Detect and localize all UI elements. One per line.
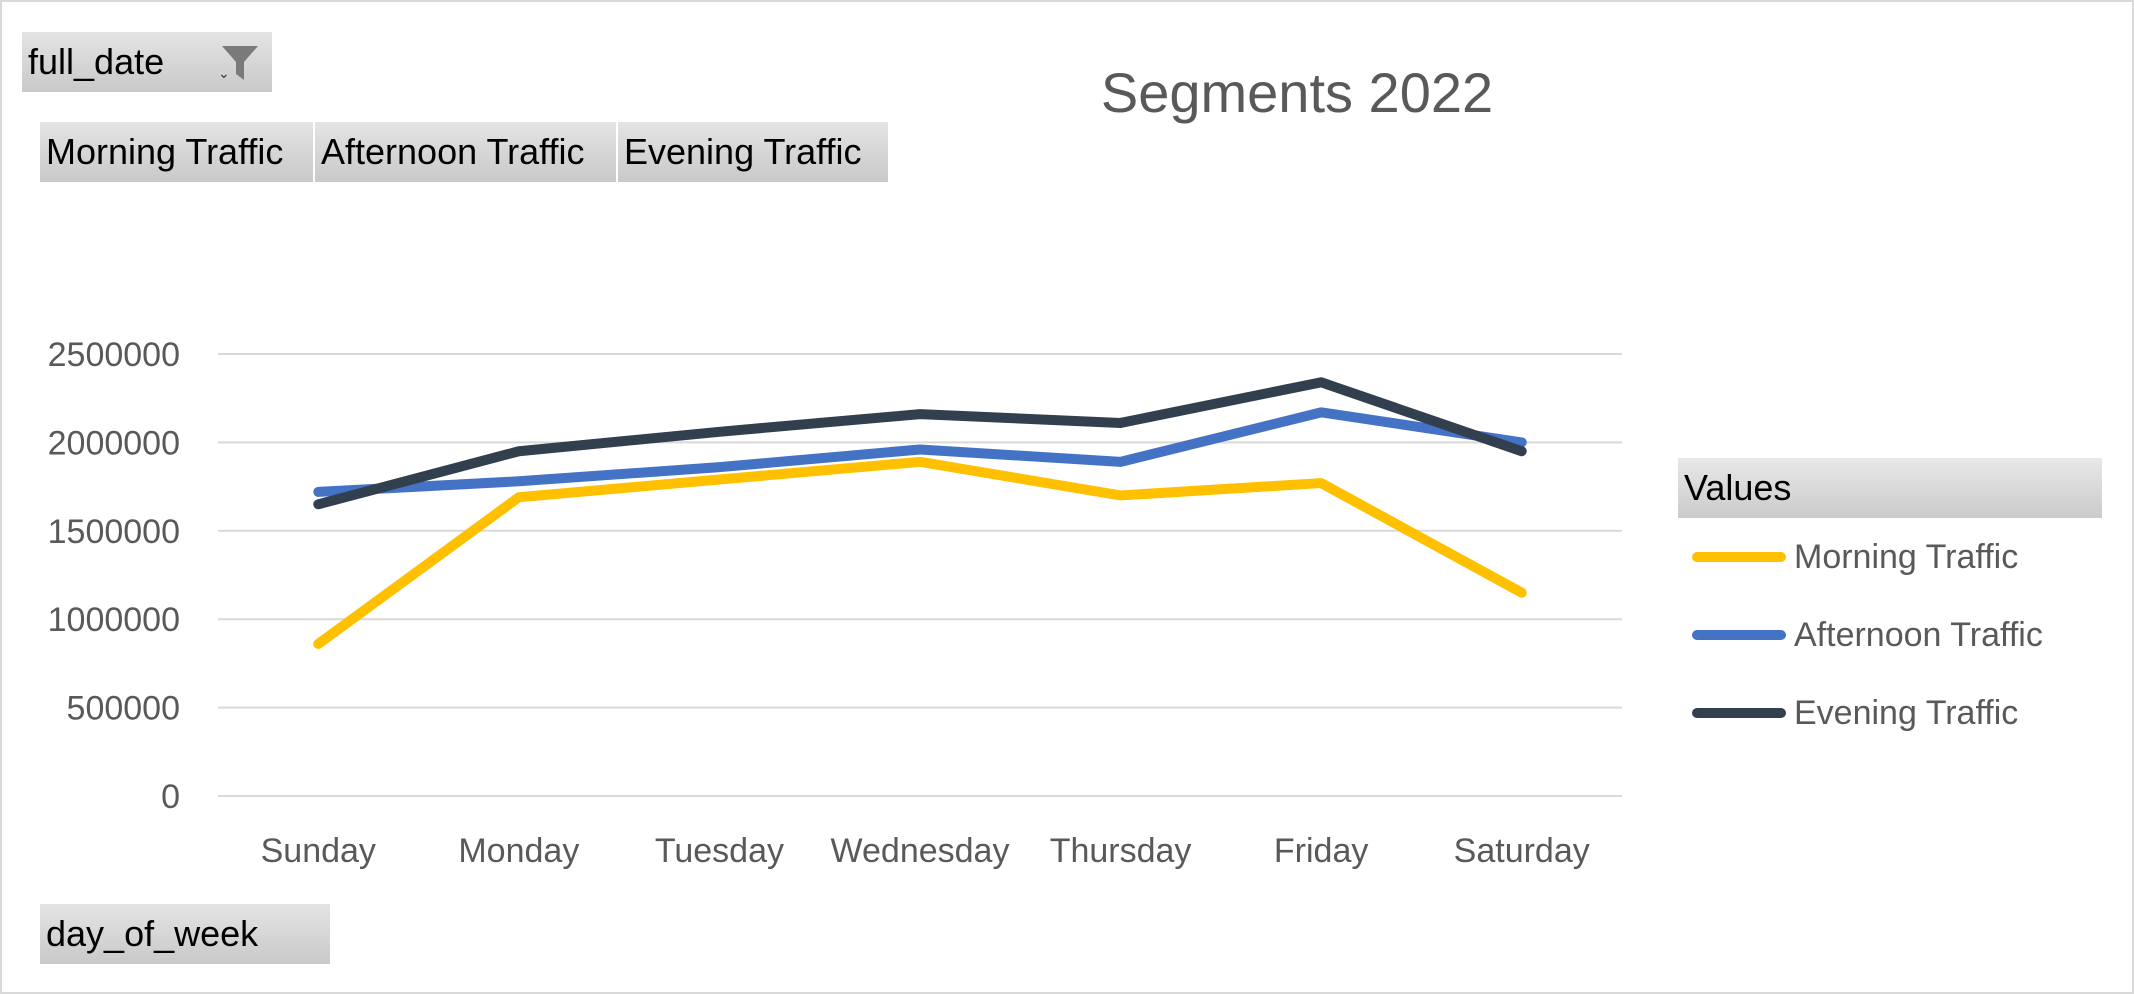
legend-item: Morning Traffic: [1692, 532, 2018, 582]
legend-label: Afternoon Traffic: [1794, 615, 2043, 654]
y-axis: 0 500000 1000000 1500000 2000000 2500000: [48, 336, 180, 816]
series-line-afternoon-traffic[interactable]: [313, 407, 1527, 497]
filter-field-label: full_date: [28, 41, 165, 82]
filter-field-button[interactable]: full_date ⌄: [22, 32, 272, 92]
series-lines: [313, 377, 1527, 649]
gridlines: [218, 353, 1622, 797]
x-tick-label: Thursday: [1050, 832, 1192, 870]
dropdown-arrow-icon[interactable]: ⌄: [218, 65, 230, 81]
legend-item: Afternoon Traffic: [1692, 610, 2043, 660]
y-tick-label: 1500000: [48, 513, 180, 551]
value-field-button-afternoon[interactable]: Afternoon Traffic: [315, 122, 617, 182]
x-tick-label: Tuesday: [655, 832, 784, 870]
funnel-icon[interactable]: [220, 42, 260, 82]
legend-header: Values: [1678, 458, 2102, 518]
value-field-label: Evening Traffic: [624, 131, 862, 172]
y-tick-label: 0: [161, 778, 180, 816]
value-field-label: Afternoon Traffic: [321, 131, 585, 172]
y-tick-label: 500000: [67, 690, 180, 728]
axis-field-label: day_of_week: [46, 913, 259, 954]
value-field-label: Morning Traffic: [46, 131, 284, 172]
series-line-evening-traffic[interactable]: [313, 377, 1527, 510]
axis-field-button[interactable]: day_of_week ⌄: [40, 904, 330, 964]
chart-title: Segments 2022: [1100, 61, 1494, 124]
x-tick-label: Wednesday: [831, 832, 1010, 870]
x-tick-label: Saturday: [1454, 832, 1590, 870]
y-tick-label: 1000000: [48, 601, 180, 639]
legend-item: Evening Traffic: [1692, 688, 2018, 738]
x-tick-label: Friday: [1274, 832, 1368, 870]
value-field-button-morning[interactable]: Morning Traffic: [40, 122, 314, 182]
legend-label: Evening Traffic: [1794, 693, 2019, 732]
legend-swatch: [1692, 708, 1786, 718]
legend-label: Morning Traffic: [1794, 537, 2019, 576]
x-tick-label: Monday: [458, 832, 579, 870]
y-tick-label: 2000000: [48, 424, 180, 462]
value-field-button-evening[interactable]: Evening Traffic: [618, 122, 888, 182]
legend-swatch: [1692, 552, 1786, 562]
x-axis: Sunday Monday Tuesday Wednesday Thursday Frid…: [261, 832, 1590, 870]
series-line-morning-traffic[interactable]: [313, 456, 1527, 649]
y-tick-label: 2500000: [48, 336, 180, 374]
x-tick-label: Sunday: [261, 832, 376, 870]
legend-swatch: [1692, 630, 1786, 640]
